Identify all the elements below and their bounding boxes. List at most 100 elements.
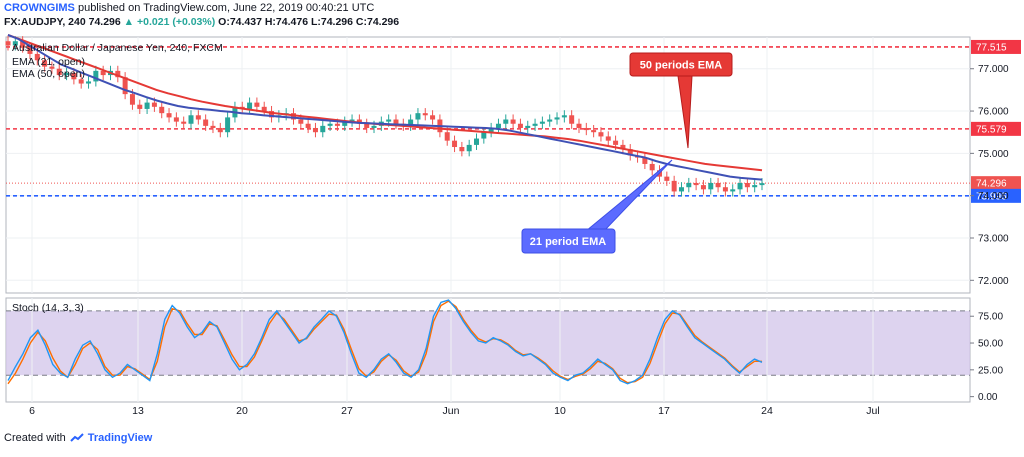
level-price-label: 73.996 <box>976 191 1007 202</box>
candle-body <box>86 81 92 84</box>
candle-body <box>305 123 311 128</box>
candle-body <box>627 149 633 156</box>
candle-body <box>752 185 758 188</box>
candle-body <box>56 68 62 76</box>
candle-body <box>605 136 611 141</box>
candle-body <box>569 115 575 124</box>
candle-body <box>217 127 223 133</box>
candle-body <box>261 106 267 112</box>
symbol-line: FX:AUDJPY, 240 74.296 ▲ +0.021 (+0.03%) … <box>4 16 399 28</box>
candle-body <box>532 123 538 126</box>
indicator-legend-1: EMA (50, open) <box>12 68 85 80</box>
candle-body <box>642 157 648 164</box>
candle-body <box>525 125 531 128</box>
candle-body <box>591 130 597 133</box>
tradingview-brand[interactable]: TradingView <box>87 432 153 444</box>
y-tick-label: 76.000 <box>978 107 1009 118</box>
candle-body <box>364 123 370 128</box>
stoch-y-tick-label: 0.00 <box>978 392 998 403</box>
candle-body <box>5 41 11 46</box>
candle-body <box>371 125 377 128</box>
level-price-label: 77.515 <box>976 42 1007 53</box>
level-price-tag <box>971 188 1021 203</box>
ema50-callout-box <box>629 52 733 77</box>
candle-body <box>49 66 55 69</box>
candle-body <box>671 180 677 192</box>
candle-body <box>34 53 40 61</box>
candle-body <box>554 117 560 120</box>
candle-body <box>312 127 318 133</box>
x-tick-label: 17 <box>658 405 670 417</box>
candle-body <box>415 113 421 120</box>
candle-body <box>71 72 77 80</box>
ema21-callout-box <box>521 228 616 254</box>
candle-body <box>349 119 355 122</box>
candle-body <box>320 125 326 133</box>
candle-body <box>576 123 582 128</box>
candle-body <box>129 94 135 105</box>
candle-body <box>481 132 487 139</box>
candle-body <box>137 104 143 109</box>
x-tick-label: 24 <box>761 405 773 417</box>
published-text: published on TradingView.com, June 22, 2… <box>77 2 375 14</box>
ohlc-values: O:74.437 H:74.476 L:74.296 C:74.296 <box>218 16 400 28</box>
candle-body <box>173 117 179 122</box>
candle-body <box>678 187 684 192</box>
candle-body <box>649 163 655 171</box>
level-price-label: 75.579 <box>976 124 1007 135</box>
candle-body <box>466 144 472 152</box>
symbol-name: FX:AUDJPY, 240 <box>4 16 86 28</box>
candle-body <box>64 72 70 76</box>
candle-body <box>510 119 516 124</box>
y-tick-label: 75.000 <box>978 149 1009 160</box>
footer: Created with TradingView <box>4 432 152 444</box>
candle-body <box>744 182 750 188</box>
candle-body <box>583 127 589 131</box>
x-tick-label: 13 <box>132 405 144 417</box>
candle-body <box>730 189 736 192</box>
candle-body <box>342 121 348 126</box>
stoch-title: Stoch (14, 3, 3) <box>12 302 84 314</box>
candle-body <box>93 70 99 82</box>
candle-body <box>708 182 714 190</box>
publish-header: CROWNGIMS published on TradingView.com, … <box>4 2 374 14</box>
candle-body <box>495 123 501 128</box>
candle-body <box>115 70 121 78</box>
candle-body <box>203 119 209 126</box>
x-tick-label: 20 <box>236 405 248 417</box>
y-tick-label: 72.000 <box>978 276 1009 287</box>
price-change: +0.021 (+0.03%) <box>137 16 216 28</box>
candle-body <box>539 121 545 124</box>
candle-body <box>181 121 187 124</box>
candle-body <box>444 132 450 141</box>
x-tick-label: 10 <box>554 405 566 417</box>
candle-body <box>393 119 399 124</box>
candle-body <box>620 144 626 150</box>
x-tick-label: 6 <box>29 405 35 417</box>
candle-body <box>503 119 509 124</box>
candle-body <box>78 79 84 84</box>
candle-body <box>298 119 304 124</box>
candle-body <box>488 127 494 133</box>
candle-body <box>759 183 765 186</box>
candle-body <box>715 182 721 188</box>
ema50-callout-label: 50 periods EMA <box>640 60 723 72</box>
candle-body <box>613 140 619 145</box>
author-name[interactable]: CROWNGIMS <box>4 2 75 14</box>
candle-body <box>686 182 692 188</box>
candle-body <box>693 182 699 186</box>
candle-body <box>664 176 670 181</box>
candle-body <box>547 119 553 122</box>
x-tick-label: Jun <box>443 405 460 417</box>
main-pane-frame <box>5 36 971 294</box>
created-with-text: Created with <box>4 432 66 444</box>
stoch-k-line <box>7 299 763 385</box>
candle-body <box>459 147 465 152</box>
candle-body <box>700 185 706 190</box>
candle-body <box>210 125 216 128</box>
candle-body <box>408 119 414 126</box>
stoch-y-tick-label: 50.00 <box>978 339 1003 350</box>
candle-body <box>188 115 194 124</box>
level-price-tag <box>971 121 1021 136</box>
candle-body <box>422 113 428 116</box>
